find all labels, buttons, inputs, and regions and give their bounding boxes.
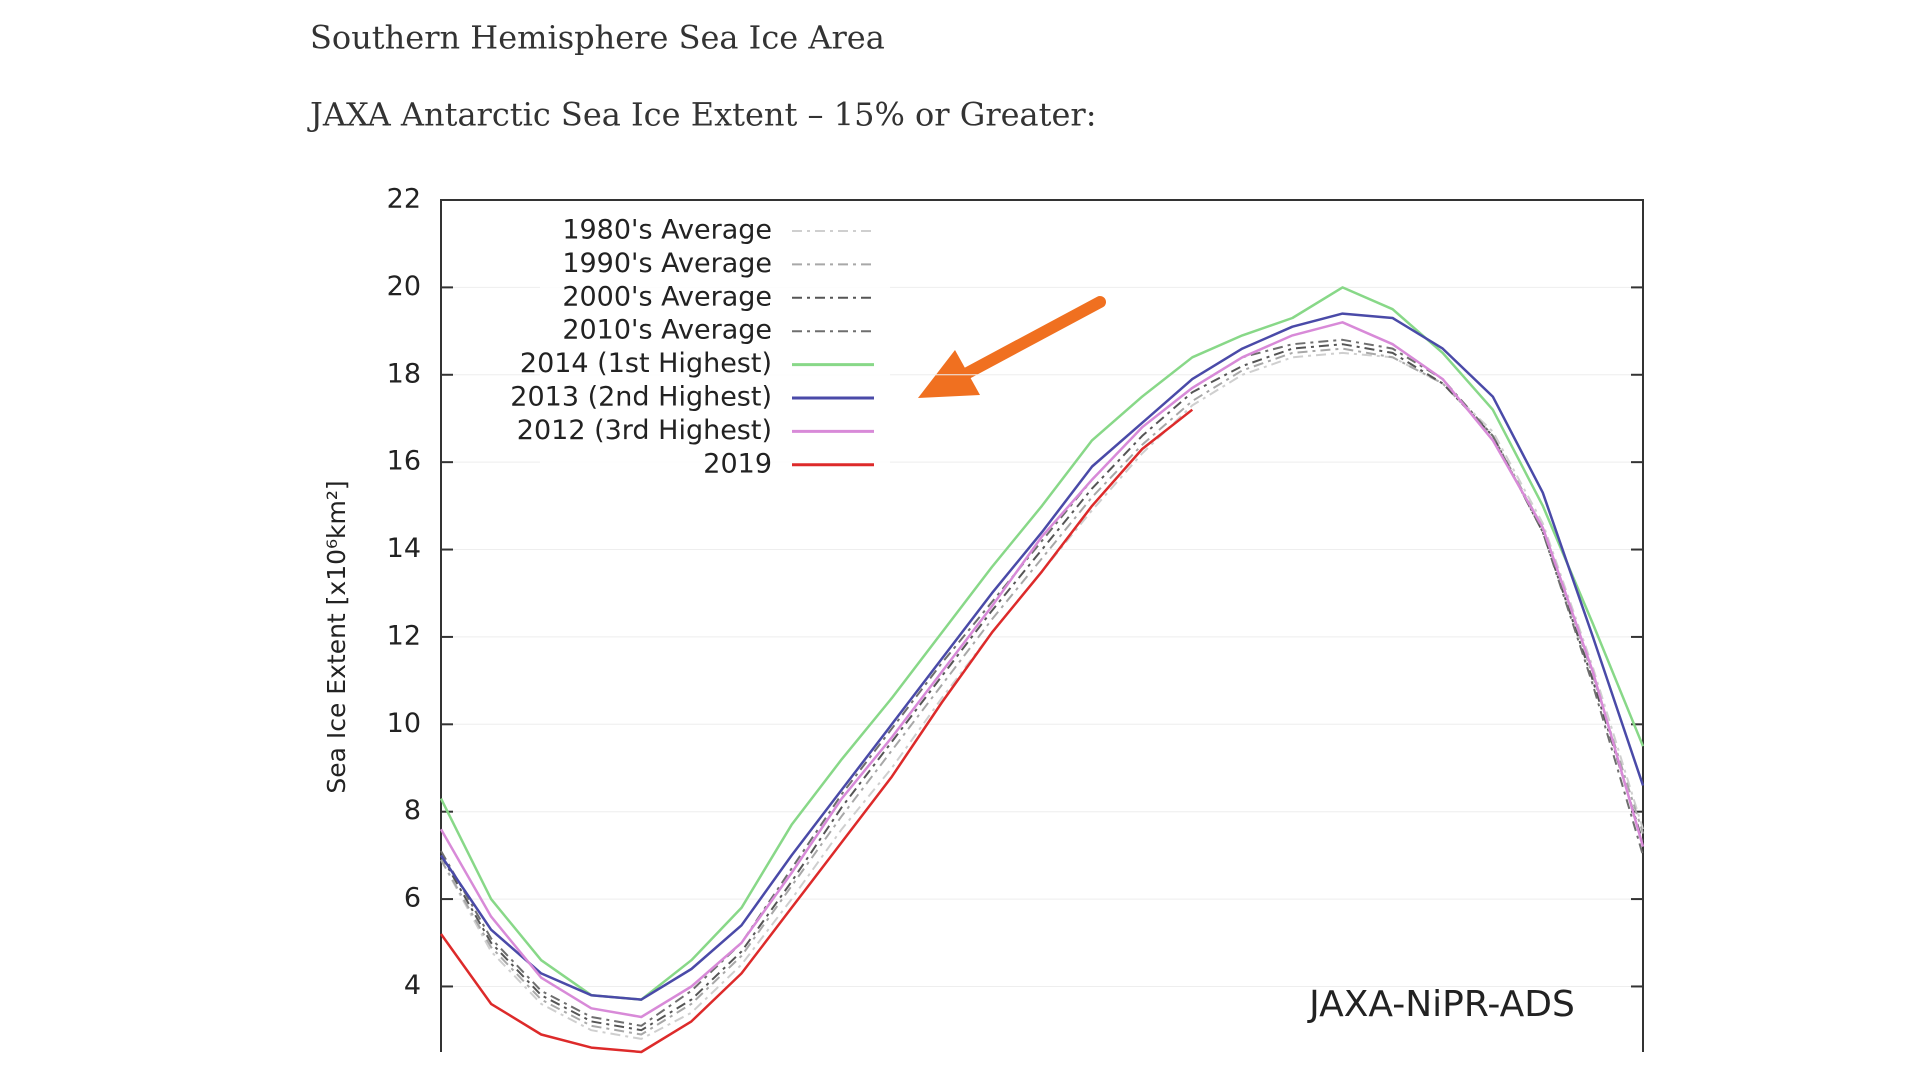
series-line bbox=[440, 338, 1644, 1027]
legend-label: 2013 (2nd Highest) bbox=[510, 382, 772, 413]
y-tick-label: 22 bbox=[387, 184, 421, 215]
arrow bbox=[918, 296, 1106, 398]
y-tick-label: 20 bbox=[387, 271, 421, 302]
series-line bbox=[439, 408, 1194, 1054]
series-line bbox=[439, 312, 1645, 1001]
plot-frame bbox=[440, 199, 1644, 1052]
y-tick-label: 14 bbox=[387, 533, 421, 564]
y-tick-label: 8 bbox=[404, 795, 421, 826]
legend-label: 2010's Average bbox=[562, 315, 772, 346]
annotation: JAXA-NiPR-ADS bbox=[1307, 984, 1575, 1025]
legend-label: 2019 bbox=[703, 448, 772, 479]
y-tick-label: 10 bbox=[387, 708, 421, 739]
page-subtitle: JAXA Antarctic Sea Ice Extent – 15% or G… bbox=[307, 96, 1097, 134]
legend-label: 2014 (1st Highest) bbox=[520, 348, 772, 379]
y-tick-label: 12 bbox=[387, 620, 421, 651]
series-line bbox=[440, 343, 1644, 1032]
arrow-shaft bbox=[954, 296, 1106, 383]
legend-label: 1990's Average bbox=[562, 248, 772, 279]
legend-label: 1980's Average bbox=[562, 215, 772, 246]
series-line bbox=[440, 347, 1644, 1036]
series-line bbox=[439, 321, 1645, 1019]
y-tick-label: 6 bbox=[404, 883, 421, 914]
arrow-head bbox=[918, 350, 980, 398]
y-tick-label: 16 bbox=[387, 446, 421, 477]
y-axis-label: Sea Ice Extent [x10⁶km²] bbox=[322, 480, 351, 793]
page-title: Southern Hemisphere Sea Ice Area bbox=[310, 19, 885, 57]
y-tick-label: 4 bbox=[404, 970, 421, 1001]
legend-label: 2012 (3rd Highest) bbox=[517, 415, 772, 446]
y-tick-label: 18 bbox=[387, 358, 421, 389]
legend-label: 2000's Average bbox=[562, 281, 772, 312]
